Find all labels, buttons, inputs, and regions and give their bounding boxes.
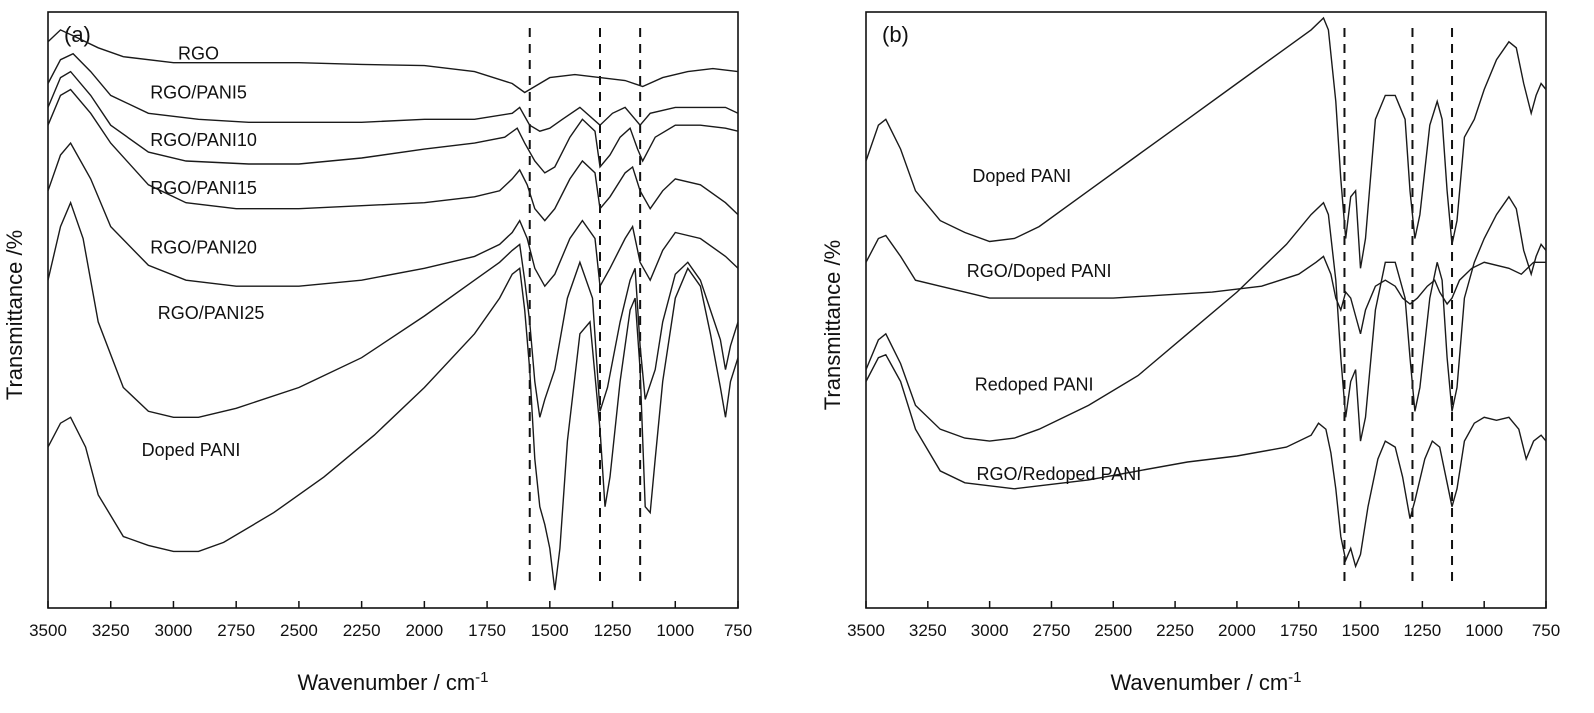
x-tick-label: 1500 <box>531 621 569 640</box>
series-line <box>47 88 739 222</box>
x-axis-title: Wavenumber / cm-1 <box>1110 669 1301 696</box>
x-tick-label: 750 <box>1532 621 1560 640</box>
series-label: RGO/PANI5 <box>150 82 247 102</box>
series-line <box>47 29 739 94</box>
series-label: RGO/PANI25 <box>158 303 265 323</box>
series-label: Redoped PANI <box>975 374 1094 394</box>
x-tick-label: 3250 <box>909 621 947 640</box>
x-tick-label: 750 <box>724 621 752 640</box>
x-tick-label: 2250 <box>343 621 381 640</box>
y-axis-title: Transmittance /% <box>820 240 845 410</box>
x-tick-label: 3000 <box>155 621 193 640</box>
x-tick-label: 2000 <box>1218 621 1256 640</box>
x-tick-label: 2500 <box>1094 621 1132 640</box>
series-line <box>47 70 739 174</box>
x-tick-label: 1000 <box>1465 621 1503 640</box>
panel-a: (a) 3500 3250 3000 2750 2500 2250 2000 1750 1500 1… <box>2 11 752 696</box>
x-tick-label: 2500 <box>280 621 318 640</box>
series-label: RGO/PANI15 <box>150 178 257 198</box>
x-tick-label: 1500 <box>1342 621 1380 640</box>
x-tick-label: 1000 <box>656 621 694 640</box>
series-line <box>47 200 739 418</box>
series-label: Doped PANI <box>972 166 1071 186</box>
plot-frame <box>865 11 1547 609</box>
series-label: RGO <box>178 44 219 64</box>
series-line <box>865 195 1547 442</box>
x-tick-label: 1750 <box>1280 621 1318 640</box>
series-line <box>47 141 739 289</box>
x-tick-label: 2750 <box>1033 621 1071 640</box>
series-label: RGO/Redoped PANI <box>976 464 1141 484</box>
series-line <box>47 52 739 132</box>
y-axis-title: Transmittance /% <box>2 230 27 400</box>
series-label: RGO/PANI20 <box>150 237 257 257</box>
series-line <box>47 266 739 591</box>
series-line <box>865 16 1547 269</box>
x-tick-label: 3000 <box>971 621 1009 640</box>
x-tick-label: 1750 <box>468 621 506 640</box>
panel-label: (b) <box>882 22 909 47</box>
series-label: Doped PANI <box>142 440 241 460</box>
plot-frame <box>47 11 739 609</box>
x-tick-label: 1250 <box>1403 621 1441 640</box>
x-tick-label: 2750 <box>217 621 255 640</box>
x-tick-label: 2250 <box>1156 621 1194 640</box>
x-tick-label: 3500 <box>847 621 885 640</box>
x-tick-label: 2000 <box>405 621 443 640</box>
series-label: RGO/PANI10 <box>150 130 257 150</box>
series-line <box>865 234 1546 334</box>
panel-b: (b) 3500 3250 3000 2750 2500 2250 2000 1750 1500 1… <box>820 11 1560 696</box>
series-label: RGO/Doped PANI <box>967 261 1112 281</box>
x-axis-title: Wavenumber / cm-1 <box>297 669 488 696</box>
x-tick-label: 3250 <box>92 621 130 640</box>
panel-label: (a) <box>64 22 91 47</box>
series-line <box>865 353 1547 569</box>
x-tick-label: 3500 <box>29 621 67 640</box>
x-tick-label: 1250 <box>594 621 632 640</box>
